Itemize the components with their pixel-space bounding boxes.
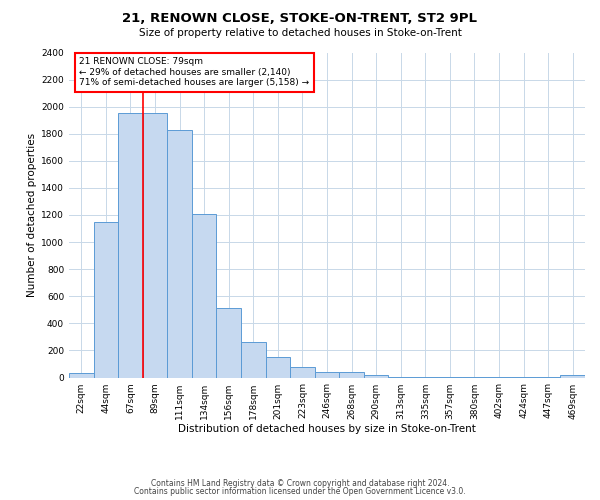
Bar xyxy=(560,375,585,378)
Bar xyxy=(192,214,217,378)
Text: 21, RENOWN CLOSE, STOKE-ON-TRENT, ST2 9PL: 21, RENOWN CLOSE, STOKE-ON-TRENT, ST2 9P… xyxy=(122,12,478,26)
Bar xyxy=(241,342,266,378)
Text: Contains public sector information licensed under the Open Government Licence v3: Contains public sector information licen… xyxy=(134,487,466,496)
Bar xyxy=(94,222,118,378)
Bar xyxy=(413,377,437,378)
Bar xyxy=(118,114,143,378)
Bar xyxy=(143,114,167,378)
Bar xyxy=(364,375,388,378)
Y-axis label: Number of detached properties: Number of detached properties xyxy=(27,133,37,297)
X-axis label: Distribution of detached houses by size in Stoke-on-Trent: Distribution of detached houses by size … xyxy=(178,424,476,434)
Bar xyxy=(266,356,290,378)
Bar xyxy=(69,374,94,378)
Text: Size of property relative to detached houses in Stoke-on-Trent: Size of property relative to detached ho… xyxy=(139,28,461,38)
Text: 21 RENOWN CLOSE: 79sqm
← 29% of detached houses are smaller (2,140)
71% of semi-: 21 RENOWN CLOSE: 79sqm ← 29% of detached… xyxy=(79,58,310,87)
Bar xyxy=(315,372,339,378)
Bar xyxy=(217,308,241,378)
Bar xyxy=(339,372,364,378)
Text: Contains HM Land Registry data © Crown copyright and database right 2024.: Contains HM Land Registry data © Crown c… xyxy=(151,478,449,488)
Bar xyxy=(167,130,192,378)
Bar xyxy=(388,377,413,378)
Bar xyxy=(290,368,315,378)
